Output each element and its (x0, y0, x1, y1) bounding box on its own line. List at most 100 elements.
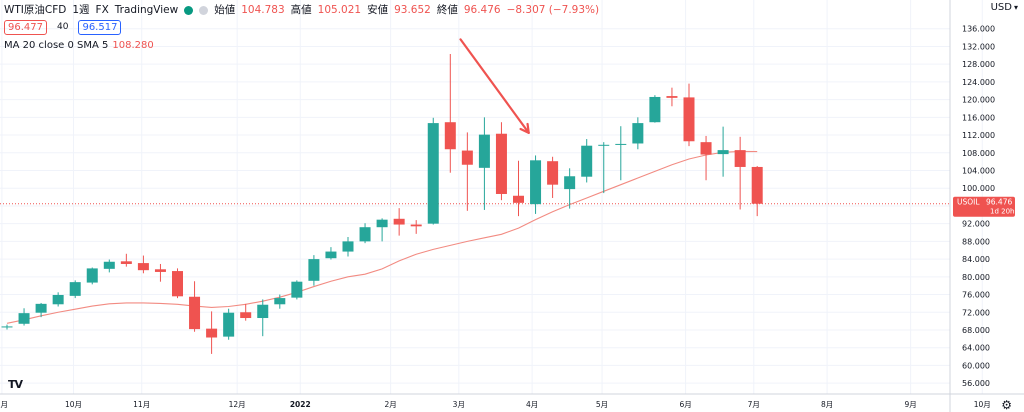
candle-body (359, 227, 371, 242)
candle-body (393, 218, 405, 225)
candle-body (495, 133, 507, 194)
y-tick-label: 128.000 (962, 60, 995, 69)
spread-value: 40 (57, 21, 69, 32)
candle (257, 299, 269, 337)
y-tick-label: 84.000 (962, 255, 990, 264)
interval-label[interactable]: 1週 (72, 4, 90, 16)
candle-body (632, 123, 644, 144)
candle-body (189, 296, 201, 330)
candle-body (18, 313, 30, 324)
y-tick-label: 124.000 (962, 78, 995, 87)
ask-price-button[interactable]: 96.517 (78, 20, 122, 35)
candle-body (291, 281, 303, 298)
candle-body (274, 298, 286, 305)
candle (410, 220, 422, 234)
bid-price-button[interactable]: 96.477 (4, 20, 47, 35)
candle (581, 139, 593, 183)
y-tick-label: 60.000 (962, 361, 990, 370)
candle-body (530, 160, 542, 205)
x-tick-label: 9月 (0, 400, 8, 409)
eye-icon[interactable] (184, 5, 194, 15)
candle-body (615, 143, 627, 145)
candle (291, 280, 303, 300)
currency-selector[interactable]: USD (991, 2, 1018, 13)
candle (444, 53, 456, 173)
candle (325, 247, 337, 260)
indicator-value: 108.280 (112, 40, 154, 51)
candle-body (683, 97, 695, 142)
candle (632, 117, 644, 150)
candle (666, 87, 678, 107)
x-tick-label: 9月 (905, 400, 917, 409)
candle-body (734, 150, 746, 167)
candle (564, 168, 576, 209)
candle-body (223, 312, 235, 337)
change-value: −8.307 (−7.93%) (506, 4, 600, 16)
candle (308, 255, 320, 286)
candle-body (120, 261, 132, 264)
candle-body (410, 224, 422, 227)
low-label: 安値 (367, 4, 389, 16)
open-value: 104.783 (241, 4, 285, 16)
candle (495, 122, 507, 201)
candle (154, 263, 166, 282)
candle-body (1, 326, 13, 328)
menu-icon[interactable] (199, 5, 209, 15)
x-tick-label: 10月 (974, 400, 991, 409)
y-tick-label: 116.000 (962, 113, 995, 122)
candle-body (240, 312, 252, 319)
x-tick-label: 2月 (384, 400, 396, 409)
candle (649, 95, 661, 123)
tradingview-logo-icon[interactable]: TV (8, 378, 23, 391)
y-tick-label: 56.000 (962, 379, 990, 388)
candle (52, 292, 64, 307)
candle (615, 126, 627, 181)
annotation-arrow-line (459, 38, 530, 134)
high-label: 高値 (290, 4, 312, 16)
x-tick-label: 4月 (526, 400, 538, 409)
gear-icon[interactable]: ⚙ (1001, 398, 1012, 412)
candle-body (444, 122, 456, 150)
candle-body (666, 96, 678, 98)
candle (86, 267, 98, 285)
annotation-arrow-head (519, 122, 530, 134)
x-tick-label: 2022 (290, 400, 311, 409)
indicator-label: MA 20 close 0 SMA 5 (4, 40, 109, 51)
y-tick-label: 108.000 (962, 149, 995, 158)
candle-body (86, 268, 98, 283)
x-tick-label: 6月 (679, 400, 691, 409)
candle (223, 308, 235, 340)
y-tick-label: 100.000 (962, 184, 995, 193)
candle (69, 280, 81, 299)
candle (206, 311, 218, 354)
open-label: 始値 (214, 4, 236, 16)
candle-body (206, 328, 218, 338)
candle-body (649, 96, 661, 123)
candle-body (103, 261, 115, 269)
x-tick-label: 3月 (453, 400, 465, 409)
y-tick-label: 120.000 (962, 96, 995, 105)
close-value: 96.476 (463, 4, 501, 16)
chart-legend: WTI原油CFD 1週 FX TradingView 始値 104.783 高値 1… (4, 2, 599, 54)
candle (530, 155, 542, 214)
candle (376, 218, 388, 242)
candle-body (137, 263, 149, 271)
candle-body (172, 271, 183, 297)
y-tick-label: 104.000 (962, 167, 995, 176)
candle-body (581, 145, 593, 177)
candle (359, 223, 371, 244)
y-tick-label: 88.000 (962, 237, 990, 246)
candle-body (547, 161, 559, 185)
symbol-label[interactable]: WTI原油CFD (4, 4, 67, 16)
candle-body (325, 251, 337, 259)
candle-body (700, 142, 712, 155)
candle-body (461, 150, 473, 165)
x-tick-label: 10月 (65, 400, 82, 409)
indicator-row[interactable]: MA 20 close 0 SMA 5 108.280 (4, 38, 599, 54)
x-tick-label: 8月 (821, 400, 833, 409)
candle (513, 160, 524, 217)
y-tick-label: 92.000 (962, 220, 990, 229)
close-label: 終値 (436, 4, 458, 16)
